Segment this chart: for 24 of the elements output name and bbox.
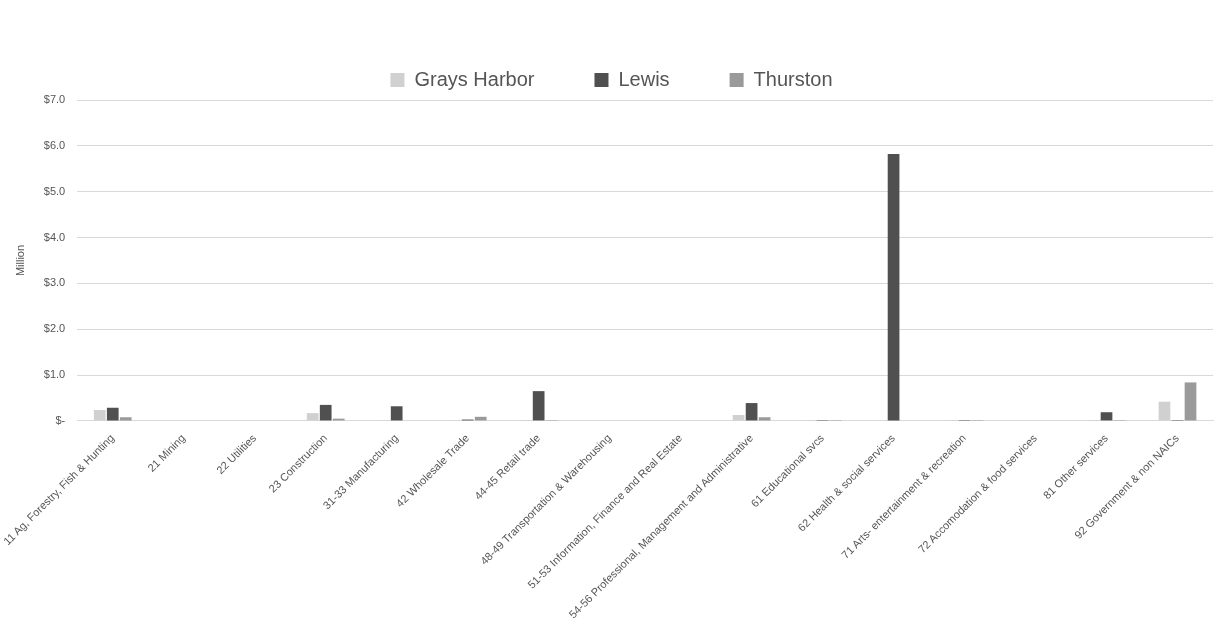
bar [1100, 412, 1113, 421]
bar [1184, 382, 1197, 421]
y-tick-label: $7.0 [43, 93, 66, 106]
bar [93, 409, 106, 421]
legend-label: Thurston [753, 67, 833, 90]
y-axis-title: Million [14, 244, 27, 277]
y-tick-label: $5.0 [43, 184, 66, 197]
bar [887, 154, 900, 421]
bar [390, 406, 403, 421]
bar [319, 404, 332, 421]
bar [306, 413, 319, 421]
y-tick-label: $3.0 [43, 276, 66, 289]
bar [1158, 401, 1171, 421]
y-tick-label: $2.0 [43, 322, 66, 335]
y-tick-label: $4.0 [43, 230, 66, 243]
y-tick-label: $- [55, 413, 66, 426]
legend-label: Grays Harbor [414, 67, 535, 90]
bar [119, 417, 132, 421]
legend-label: Lewis [618, 67, 670, 90]
y-tick-label: $6.0 [43, 138, 66, 151]
bar [106, 407, 119, 421]
bar [745, 403, 758, 421]
y-tick-label: $1.0 [43, 368, 66, 381]
bar [532, 391, 545, 421]
